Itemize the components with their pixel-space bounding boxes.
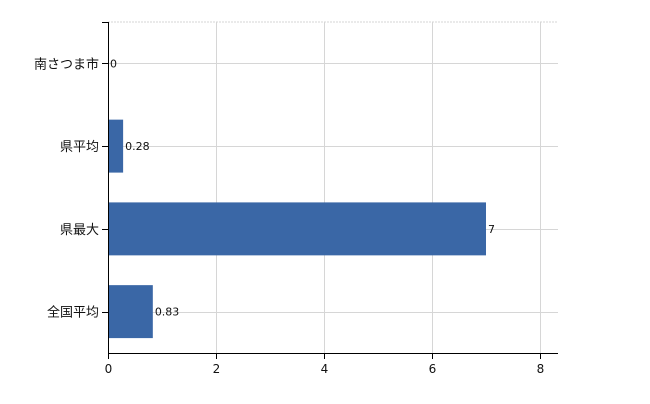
data-label-2: 7 bbox=[488, 223, 495, 236]
axes bbox=[102, 22, 558, 359]
data-label-1: 0.28 bbox=[125, 140, 149, 153]
x-tick-label-8: 8 bbox=[537, 362, 545, 376]
data-label-3: 0.83 bbox=[155, 306, 180, 319]
bar-2 bbox=[108, 202, 486, 256]
grid-lines bbox=[108, 21, 558, 353]
x-tick-label-4: 4 bbox=[321, 362, 329, 376]
bar-3 bbox=[108, 285, 153, 339]
bars bbox=[108, 119, 486, 339]
category-label-0: 南さつま市 bbox=[34, 56, 99, 72]
data-label-0: 0 bbox=[110, 57, 117, 70]
x-tick-label-0: 0 bbox=[105, 362, 113, 376]
category-label-3: 全国平均 bbox=[47, 305, 99, 321]
x-tick-label-2: 2 bbox=[213, 362, 221, 376]
category-label-2: 県最大 bbox=[60, 223, 99, 238]
labels: 0 2 4 6 8 南さつま市 0 県平均 0.28 県最大 7 全国平均 0.83 bbox=[34, 56, 544, 376]
x-tick-label-6: 6 bbox=[429, 362, 437, 376]
bar-1 bbox=[108, 119, 124, 173]
category-label-1: 県平均 bbox=[60, 140, 99, 155]
